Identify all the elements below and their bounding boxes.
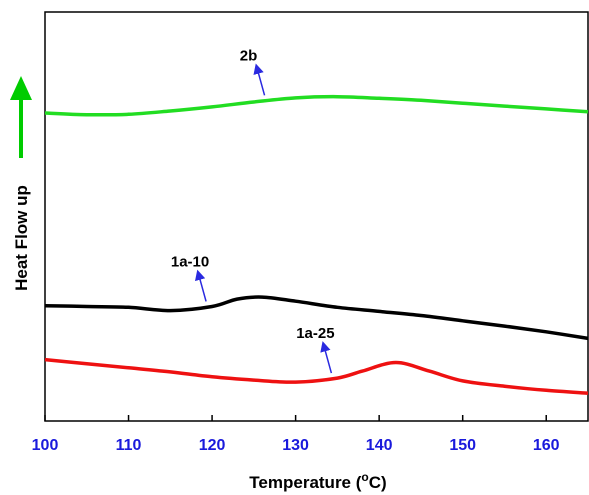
x-axis-title: Temperature (oC) [249,470,386,492]
x-tick-label: 120 [199,437,226,454]
series-layer [45,97,588,394]
series-label-2b: 2b [240,47,258,64]
series-label-1a-25: 1a-25 [296,325,334,342]
annotation-arrow-icon [257,66,265,95]
x-tick-label: 130 [282,437,309,454]
x-tick-label: 110 [116,437,142,454]
x-tick-label: 100 [32,437,59,454]
series-label-1a-10: 1a-10 [171,253,209,270]
series-line-1a-25 [45,360,588,394]
annotation-arrow-icon [198,272,206,301]
x-axis-title-sup: o [361,470,368,484]
heat-flow-up-arrow-icon [10,76,32,158]
x-tick-label: 160 [533,437,560,454]
annotation-arrow-icon [323,344,331,373]
x-tick-label: 140 [366,437,393,454]
plot-frame [45,12,588,421]
x-axis-title-unit: C) [369,473,387,492]
x-axis-title-main: Temperature ( [249,473,361,492]
x-tick-label: 150 [449,437,476,454]
series-line-2b [45,97,588,115]
y-axis-title: Heat Flow up [12,185,31,291]
